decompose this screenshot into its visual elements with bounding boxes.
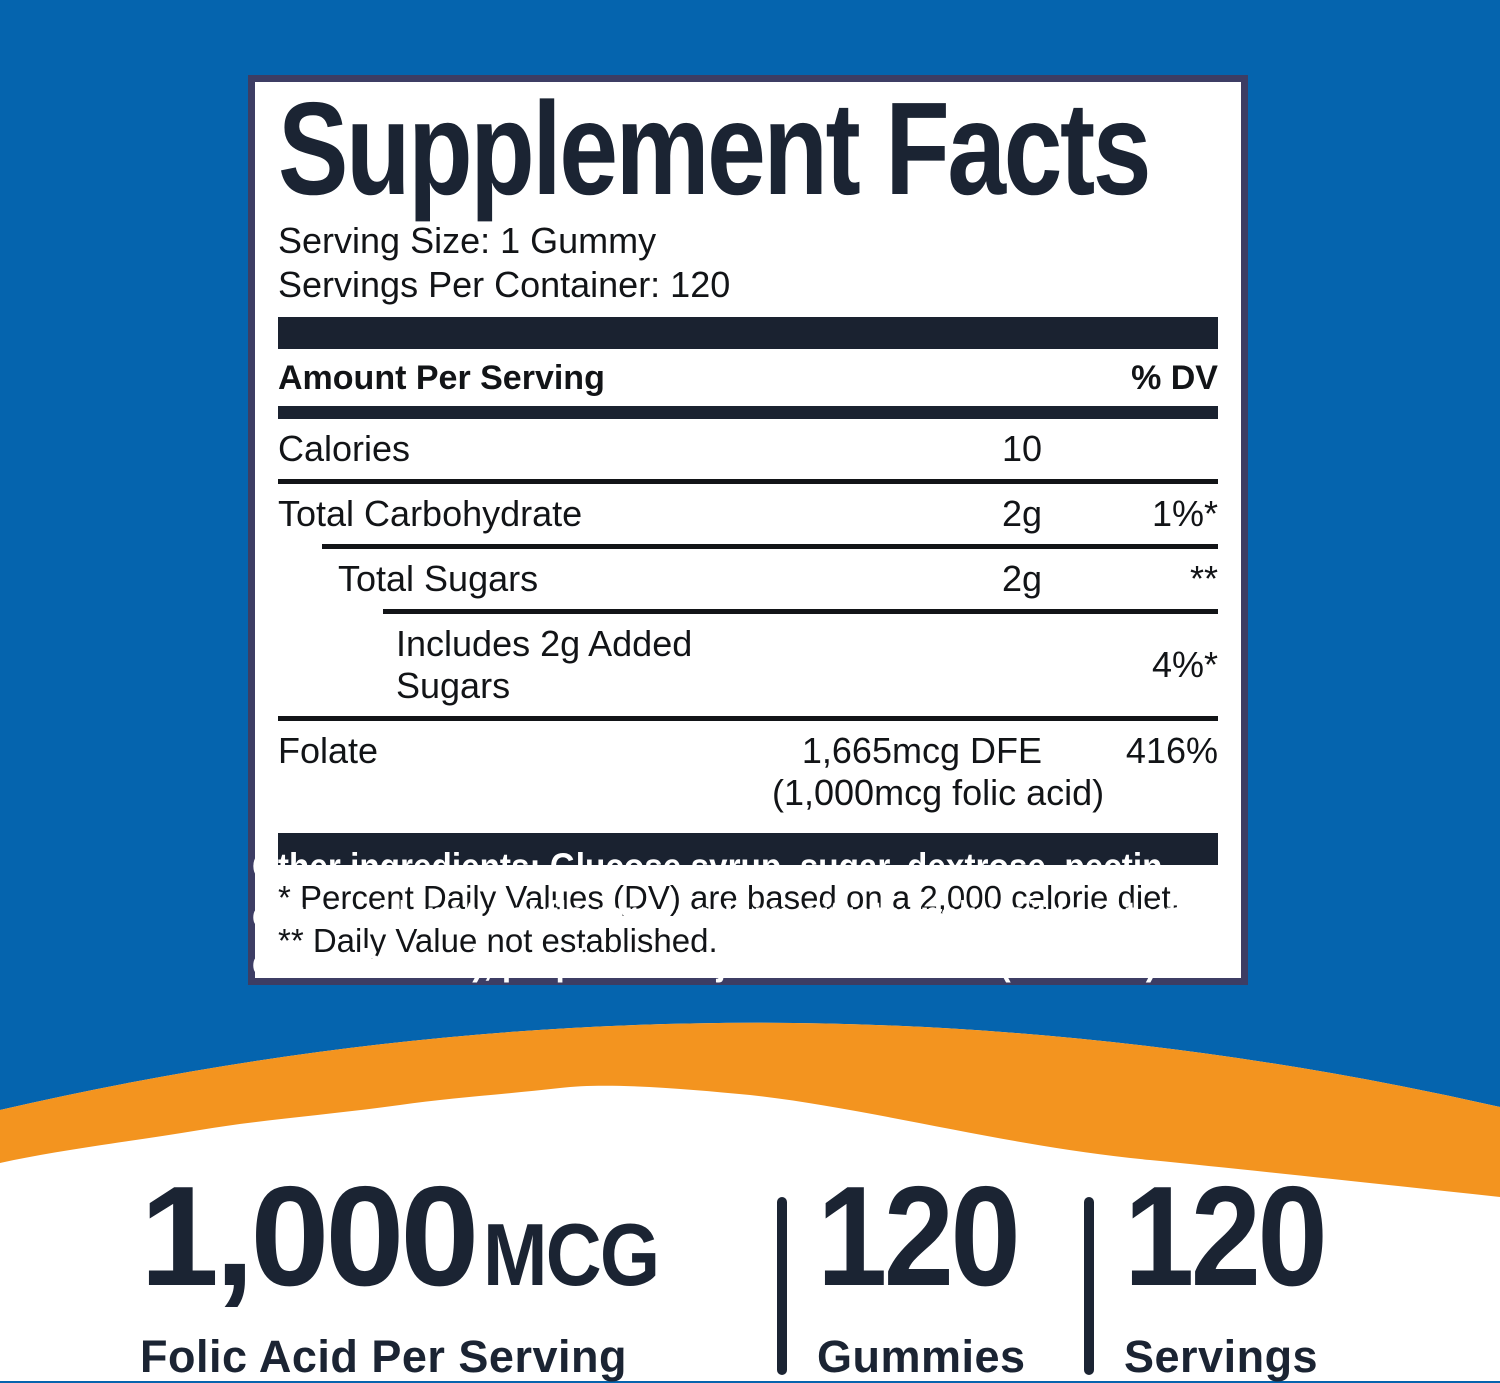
divider-bar-bottom	[278, 832, 1218, 865]
divider-bar-top	[278, 316, 1218, 349]
nutrient-dv: 416%	[1125, 729, 1218, 771]
dose-unit: MCG	[483, 1205, 660, 1304]
gummies-count: 120	[817, 1157, 1021, 1316]
gummies-value-row: 120	[817, 1157, 1042, 1316]
dose-highlight: 1,000 MCG Folic Acid Per Serving	[140, 1157, 683, 1383]
row-separator	[322, 543, 1218, 549]
swoosh-graphic	[0, 1022, 1500, 1381]
nutrient-amount: 2g	[1001, 492, 1042, 534]
vertical-divider	[777, 1197, 787, 1375]
row-separator	[383, 608, 1218, 614]
dose-value: 1,000	[140, 1157, 479, 1316]
folate-amount-note: (1,000mcg folic acid)	[772, 771, 1105, 813]
nutrient-dv: 1%*	[1151, 492, 1218, 534]
nutrient-name: Total Sugars	[338, 557, 539, 599]
servings-per-container: Servings Per Container: 120	[278, 263, 731, 305]
table-row-total-sugars: Total Sugars 2g **	[278, 549, 1218, 609]
vertical-divider	[1084, 1197, 1094, 1375]
row-separator	[278, 478, 1218, 484]
table-row-calories: Calories 10	[278, 419, 1218, 479]
nutrient-amount: 1,665mcg DFE (1,000mcg folic acid)	[772, 729, 1105, 814]
nutrient-name: Total Carbohydrate	[278, 492, 583, 534]
nutrient-name: Calories	[278, 427, 411, 469]
nutrient-name: Includes 2g Added Sugars	[396, 622, 693, 706]
divider-bar-header	[278, 405, 1218, 419]
table-row-folate: Folate 1,665mcg DFE (1,000mcg folic acid…	[278, 721, 1218, 823]
amount-per-serving-label: Amount Per Serving	[278, 358, 605, 397]
dose-value-row: 1,000 MCG	[140, 1157, 683, 1316]
supplement-facts-title: Supplement Facts	[278, 75, 1152, 222]
dose-caption: Folic Acid Per Serving	[140, 1330, 627, 1382]
table-row-added-sugars: Includes 2g Added Sugars 4%*	[278, 614, 1218, 716]
servings-caption: Servings	[1124, 1330, 1319, 1382]
footnote-dv: * Percent Daily Values (DV) are based on…	[278, 878, 1180, 916]
percent-dv-label: % DV	[1131, 358, 1218, 397]
nutrient-amount: 10	[1001, 427, 1042, 469]
table-header-row: Amount Per Serving % DV	[278, 349, 1218, 406]
servings-value-row: 120	[1124, 1157, 1349, 1316]
servings-highlight: 120 Servings	[1124, 1157, 1349, 1383]
folate-amount: 1,665mcg DFE	[801, 729, 1042, 771]
nutrient-dv: **	[1189, 557, 1218, 599]
footnote-not-established: ** Daily Value not established.	[278, 921, 718, 959]
orange-swoosh	[0, 1022, 1500, 1197]
nutrient-amount: 2g	[1001, 557, 1042, 599]
gummies-highlight: 120 Gummies	[817, 1157, 1042, 1383]
servings-count: 120	[1124, 1157, 1328, 1316]
other-ingredients-text: Other ingredients: Glucose syrup, sugar,…	[252, 846, 1204, 984]
row-separator	[278, 715, 1218, 721]
serving-size: Serving Size: 1 Gummy	[278, 219, 657, 261]
nutrient-name: Folate	[278, 729, 379, 771]
nutrient-dv: 4%*	[1151, 643, 1218, 685]
footnotes: * Percent Daily Values (DV) are based on…	[278, 865, 1218, 963]
table-row-total-carbohydrate: Total Carbohydrate 2g 1%*	[278, 484, 1218, 544]
gummies-caption: Gummies	[817, 1330, 1026, 1382]
supplement-facts-panel: Supplement Facts Serving Size: 1 Gummy S…	[248, 75, 1248, 986]
